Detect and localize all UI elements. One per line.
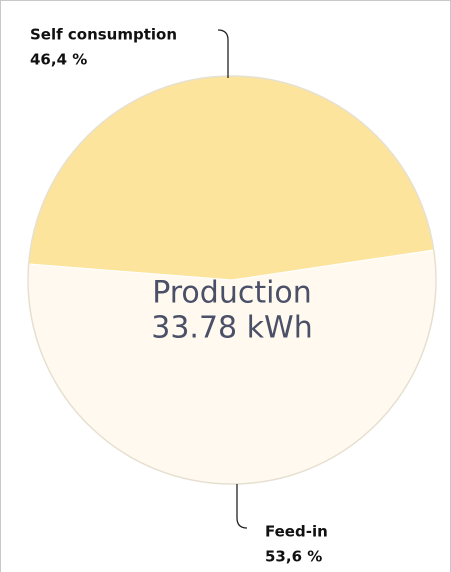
slice-label: Self consumption — [30, 26, 177, 44]
connector — [217, 29, 229, 78]
slice-value-label: 53,6 % — [265, 548, 322, 566]
pie-slice — [28, 75, 435, 281]
center-value: 33.78 kWh — [151, 311, 312, 346]
connector — [236, 484, 248, 529]
pie-outline — [27, 75, 437, 485]
slice-value-label: 46,4 % — [30, 51, 87, 69]
center-title: Production — [152, 276, 312, 311]
slice-label: Feed-in — [265, 523, 328, 541]
pie — [27, 75, 437, 485]
